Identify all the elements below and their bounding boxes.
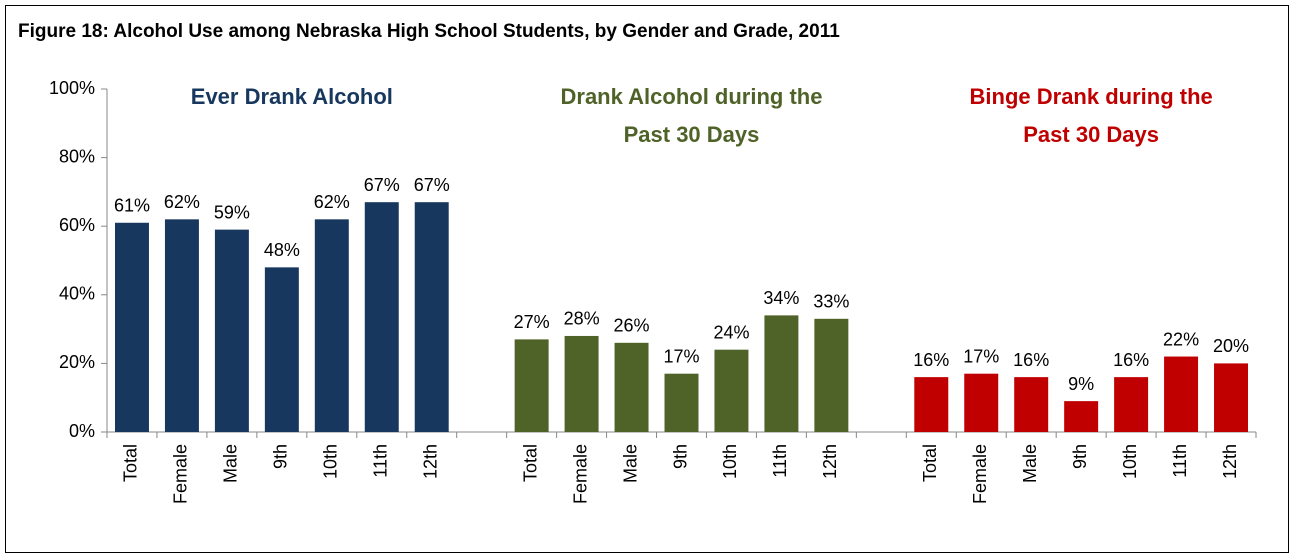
bar <box>414 202 449 432</box>
x-tick-label: 9th <box>1070 444 1090 469</box>
value-label: 62% <box>164 192 200 212</box>
x-tick-label: 12th <box>820 444 840 479</box>
bar <box>1214 363 1249 432</box>
value-label: 61% <box>114 196 150 216</box>
bar <box>964 373 999 432</box>
bar <box>914 377 949 432</box>
y-tick-label: 40% <box>59 284 95 304</box>
y-tick-label: 100% <box>49 78 95 98</box>
chart-title: Figure 18: Alcohol Use among Nebraska Hi… <box>18 21 840 42</box>
bar <box>1164 356 1199 432</box>
bar <box>364 202 399 432</box>
bar <box>1114 377 1149 432</box>
y-tick-label: 80% <box>59 146 95 166</box>
bar <box>114 222 149 432</box>
x-tick-label: Total <box>520 444 540 482</box>
bar <box>214 229 249 432</box>
x-tick-label: Female <box>970 444 990 504</box>
x-tick-label: Total <box>920 444 940 482</box>
bar <box>714 349 749 432</box>
x-tick-label: 9th <box>271 444 291 469</box>
x-tick-label: 11th <box>770 444 790 478</box>
value-label: 28% <box>564 309 600 329</box>
value-label: 22% <box>1163 329 1199 349</box>
value-label: 62% <box>314 192 350 212</box>
value-label: 9% <box>1068 374 1094 394</box>
value-label: 17% <box>963 346 999 366</box>
bar <box>164 219 199 432</box>
y-tick-label: 60% <box>59 215 95 235</box>
bar <box>264 267 299 432</box>
x-tick-label: 12th <box>1220 444 1240 479</box>
bar <box>814 318 849 432</box>
bar <box>514 339 549 432</box>
value-label: 16% <box>913 350 949 370</box>
x-tick-label: 10th <box>321 444 341 479</box>
bar <box>1064 401 1099 432</box>
bar <box>614 342 649 432</box>
x-tick-label: Male <box>1020 444 1040 483</box>
x-tick-label: Male <box>620 444 640 483</box>
value-label: 26% <box>614 316 650 336</box>
value-label: 27% <box>514 312 550 332</box>
y-tick-label: 0% <box>69 421 95 441</box>
value-label: 16% <box>1113 350 1149 370</box>
value-label: 48% <box>264 240 300 260</box>
value-label: 24% <box>713 322 749 342</box>
y-tick-label: 20% <box>59 352 95 372</box>
value-label: 67% <box>364 175 400 195</box>
x-tick-label: 11th <box>371 444 391 478</box>
series-label: Drank Alcohol during the Past 30 Days <box>560 84 823 147</box>
x-tick-label: Female <box>171 444 191 504</box>
x-tick-label: 9th <box>670 444 690 469</box>
x-tick-label: Male <box>221 444 241 483</box>
x-tick-label: Female <box>570 444 590 504</box>
value-label: 17% <box>663 346 699 366</box>
x-tick-label: 12th <box>420 444 440 479</box>
bar <box>314 219 349 432</box>
x-tick-label: Total <box>121 444 141 482</box>
value-label: 20% <box>1213 336 1249 356</box>
bar <box>1014 377 1049 432</box>
x-tick-label: 11th <box>1170 444 1190 478</box>
x-tick-label: 10th <box>1120 444 1140 479</box>
value-label: 16% <box>1013 350 1049 370</box>
series-label: Ever Drank Alcohol <box>190 84 393 109</box>
value-label: 59% <box>214 202 250 222</box>
bar <box>764 315 799 432</box>
value-label: 34% <box>763 288 799 308</box>
bar <box>664 373 699 432</box>
value-label: 67% <box>414 175 450 195</box>
series-label: Binge Drank during the Past 30 Days <box>969 84 1213 147</box>
x-tick-label: 10th <box>720 444 740 479</box>
value-label: 33% <box>813 292 849 312</box>
bar <box>564 335 599 432</box>
